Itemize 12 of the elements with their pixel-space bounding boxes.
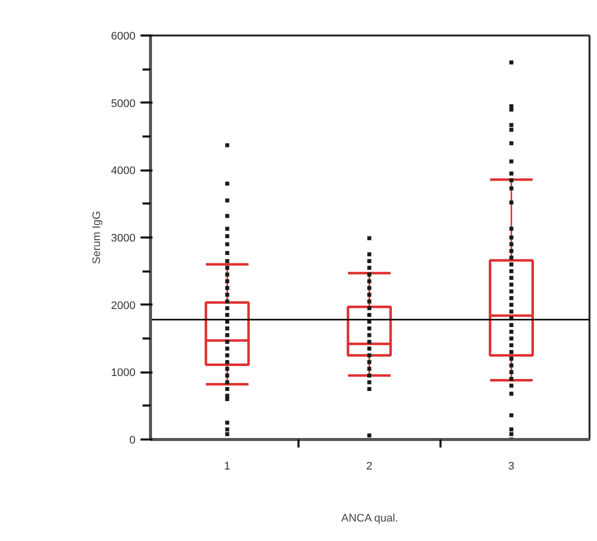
y-axis-title: Serum IgG bbox=[91, 210, 104, 264]
y-tick-label: 3000 bbox=[111, 232, 136, 244]
x-tick-label: 1 bbox=[224, 460, 230, 472]
x-tick-label: 2 bbox=[366, 460, 372, 472]
y-tick-label: 4000 bbox=[111, 165, 136, 178]
y-tick-label: 6000 bbox=[111, 30, 136, 42]
x-tick-label: 3 bbox=[508, 460, 514, 472]
x-axis-title: ANCA qual. bbox=[341, 512, 398, 524]
y-tick-label: 1000 bbox=[111, 367, 136, 380]
y-tick-label: 0 bbox=[129, 434, 136, 446]
y-tick-label: 2000 bbox=[111, 300, 136, 312]
y-tick-label: 5000 bbox=[111, 98, 136, 110]
